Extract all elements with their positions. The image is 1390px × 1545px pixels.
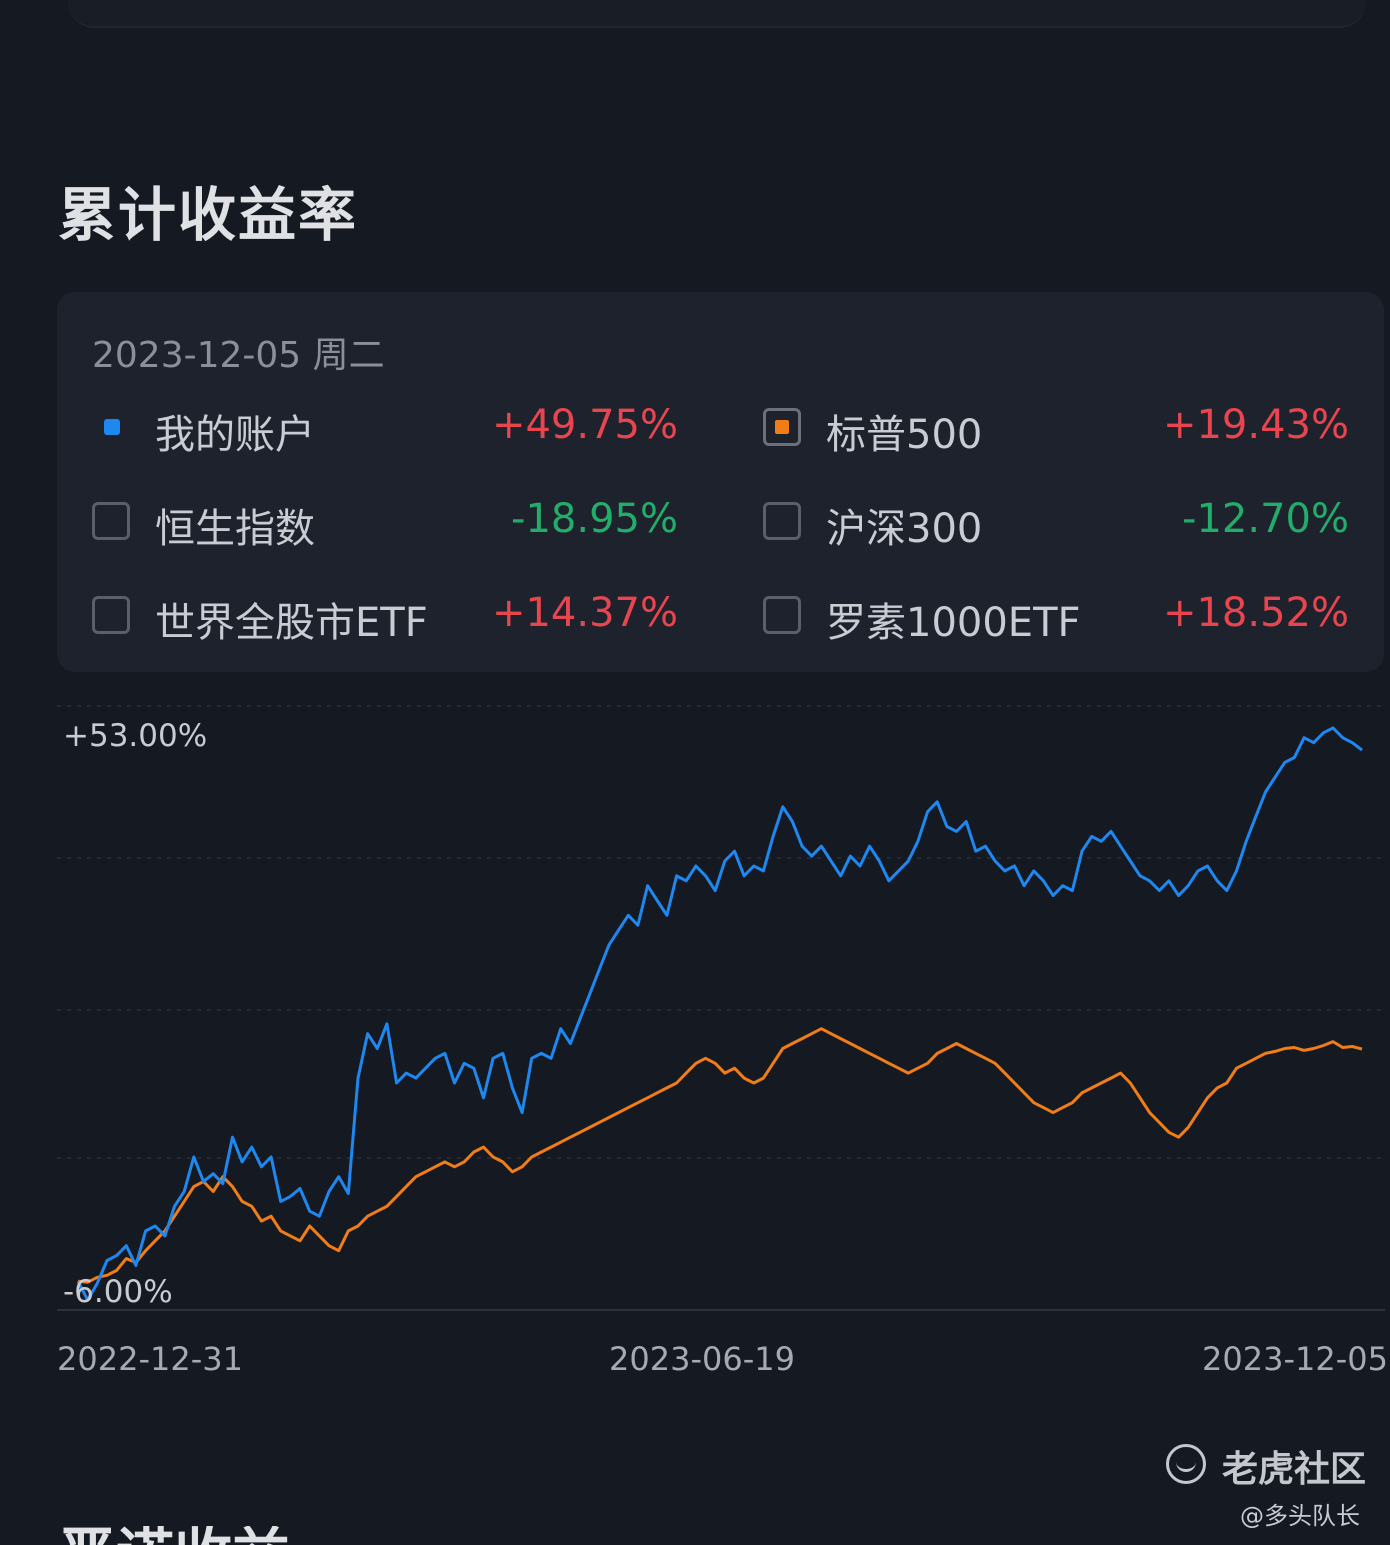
legend-label: 世界全股市ETF xyxy=(155,600,428,646)
legend-value: -18.95% xyxy=(511,496,678,542)
legend-value: -12.70% xyxy=(1182,496,1349,542)
legend-value: +49.75% xyxy=(491,402,678,448)
legend-value: +14.37% xyxy=(491,590,678,636)
checkbox-icon[interactable] xyxy=(763,596,801,634)
tiger-logo-icon xyxy=(1166,1444,1206,1484)
checkbox-icon[interactable] xyxy=(92,502,130,540)
x-tick-label: 2023-06-19 xyxy=(609,1340,795,1378)
x-tick-label: 2023-12-05 xyxy=(1202,1340,1388,1378)
series-line-sp500 xyxy=(77,1027,1363,1284)
legend-item-sp500[interactable]: 标普500 +19.43% xyxy=(763,398,1349,458)
chart-canvas[interactable] xyxy=(0,680,1390,1410)
series-line-my-account xyxy=(76,726,1363,1302)
legend-item-russell-1000-etf[interactable]: 罗素1000ETF +18.52% xyxy=(763,586,1349,646)
y-min-label: -6.00% xyxy=(63,1274,173,1310)
legend-item-world-etf[interactable]: 世界全股市ETF +14.37% xyxy=(92,586,678,646)
legend-label: 罗素1000ETF xyxy=(826,600,1081,646)
legend-label: 我的账户 xyxy=(155,412,315,458)
legend-item-csi300[interactable]: 沪深300 -12.70% xyxy=(763,492,1349,552)
legend-date: 2023-12-05 周二 xyxy=(92,335,385,376)
previous-card xyxy=(68,0,1366,28)
legend-label: 沪深300 xyxy=(826,506,983,552)
x-tick-label: 2022-12-31 xyxy=(57,1340,243,1378)
y-max-label: +53.00% xyxy=(63,718,208,754)
legend-value: +18.52% xyxy=(1162,590,1349,636)
checkbox-icon[interactable] xyxy=(92,596,130,634)
legend-panel: 2023-12-05 周二 我的账户 +49.75% 标普500 +19.43%… xyxy=(57,292,1384,672)
section-title: 累计收益率 xyxy=(58,181,359,249)
checkbox-icon[interactable] xyxy=(763,502,801,540)
watermark-author: @多头队长 xyxy=(1240,1502,1360,1530)
series-dot-icon xyxy=(104,419,120,435)
cumulative-return-chart[interactable]: +53.00% -6.00% xyxy=(0,680,1390,1410)
watermark-brand: 老虎社区 xyxy=(1222,1449,1367,1490)
legend-item-my-account[interactable]: 我的账户 +49.75% xyxy=(92,398,678,458)
legend-item-hang-seng[interactable]: 恒生指数 -18.95% xyxy=(92,492,678,552)
legend-label: 恒生指数 xyxy=(155,506,315,552)
legend-label: 标普500 xyxy=(826,412,983,458)
checkbox-checked-icon[interactable] xyxy=(763,408,801,446)
next-section-title: 晋诺收益 xyxy=(58,1526,358,1545)
legend-value: +19.43% xyxy=(1162,402,1349,448)
